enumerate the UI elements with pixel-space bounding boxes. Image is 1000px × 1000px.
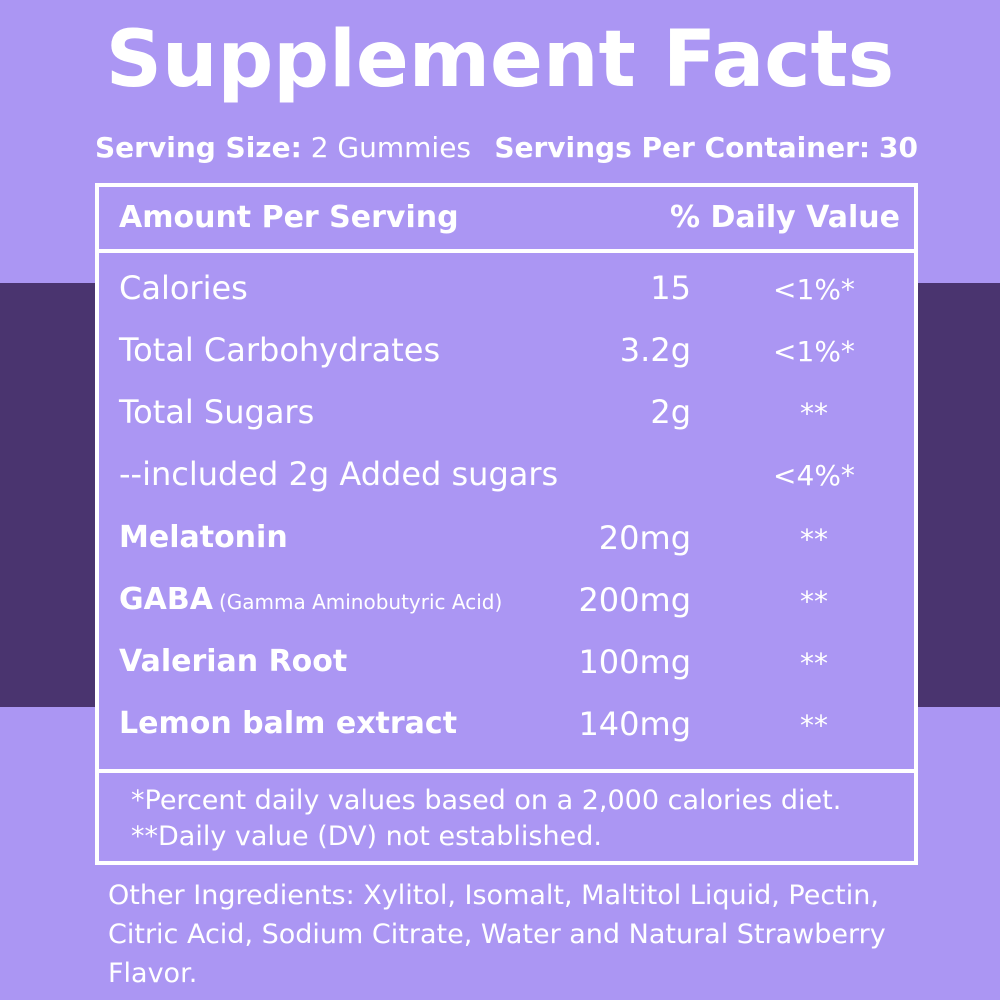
servings-per-container-value: 30 bbox=[879, 131, 918, 164]
nutrient-daily-value: ** bbox=[800, 397, 828, 430]
header-amount-per-serving: Amount Per Serving bbox=[119, 200, 459, 235]
nutrient-amount: 20mg bbox=[598, 519, 691, 557]
table-footnotes: *Percent daily values based on a 2,000 c… bbox=[99, 769, 914, 869]
table-header: Amount Per Serving % Daily Value bbox=[99, 187, 914, 253]
footnote-dv-not-established: **Daily value (DV) not established. bbox=[131, 821, 602, 852]
table-row: Valerian Root 100mg ** bbox=[99, 631, 914, 693]
nutrient-name: GABA bbox=[119, 582, 213, 617]
serving-size-label: Serving Size: bbox=[95, 131, 302, 164]
table-row: Total Carbohydrates 3.2g <1%* bbox=[99, 319, 914, 381]
nutrient-name: Total Carbohydrates bbox=[119, 331, 441, 369]
table-row: Lemon balm extract 140mg ** bbox=[99, 693, 914, 755]
nutrient-daily-value: ** bbox=[800, 647, 828, 680]
nutrient-name: Total Sugars bbox=[119, 393, 315, 431]
nutrient-amount: 140mg bbox=[578, 705, 691, 743]
serving-size-value: 2 Gummies bbox=[310, 131, 472, 164]
serving-size: Serving Size: 2 Gummies bbox=[95, 128, 471, 168]
nutrient-name: Lemon balm extract bbox=[119, 706, 458, 741]
table-row: --included 2g Added sugars <4%* bbox=[99, 443, 914, 505]
nutrient-daily-value: ** bbox=[800, 709, 828, 742]
supplement-facts-table: Amount Per Serving % Daily Value Calorie… bbox=[95, 183, 918, 865]
nutrient-amount: 2g bbox=[650, 393, 691, 431]
nutrient-daily-value: ** bbox=[800, 523, 828, 556]
background-band-right bbox=[918, 283, 1000, 707]
table-row: Total Sugars 2g ** bbox=[99, 381, 914, 443]
nutrient-detail: (Gamma Aminobutyric Acid) bbox=[218, 590, 503, 614]
nutrient-amount: 3.2g bbox=[619, 331, 691, 369]
page-title: Supplement Facts bbox=[105, 15, 895, 105]
servings-per-container: Servings Per Container: 30 bbox=[494, 128, 918, 168]
nutrient-amount: 15 bbox=[650, 269, 691, 307]
table-row: GABA (Gamma Aminobutyric Acid) 200mg ** bbox=[99, 569, 914, 631]
footnote-percent-daily-values: *Percent daily values based on a 2,000 c… bbox=[131, 785, 842, 816]
nutrient-amount: 100mg bbox=[578, 643, 691, 681]
nutrient-name-with-detail: GABA (Gamma Aminobutyric Acid) bbox=[119, 569, 502, 633]
nutrient-daily-value: <4%* bbox=[773, 459, 855, 492]
nutrient-name: Valerian Root bbox=[119, 644, 348, 679]
servings-per-container-label: Servings Per Container: bbox=[494, 131, 871, 164]
nutrient-name: --included 2g Added sugars bbox=[119, 455, 559, 493]
table-row: Melatonin 20mg ** bbox=[99, 507, 914, 569]
nutrient-amount: 200mg bbox=[578, 581, 691, 619]
other-ingredients: Other Ingredients: Xylitol, Isomalt, Mal… bbox=[108, 880, 886, 989]
nutrient-name: Melatonin bbox=[119, 520, 288, 555]
nutrient-daily-value: ** bbox=[800, 585, 828, 618]
nutrient-daily-value: <1%* bbox=[773, 335, 855, 368]
table-row: Calories 15 <1%* bbox=[99, 257, 914, 319]
nutrient-name: Calories bbox=[119, 269, 248, 307]
nutrient-daily-value: <1%* bbox=[773, 273, 855, 306]
header-daily-value: % Daily Value bbox=[669, 200, 900, 235]
background-band-left bbox=[0, 283, 95, 707]
